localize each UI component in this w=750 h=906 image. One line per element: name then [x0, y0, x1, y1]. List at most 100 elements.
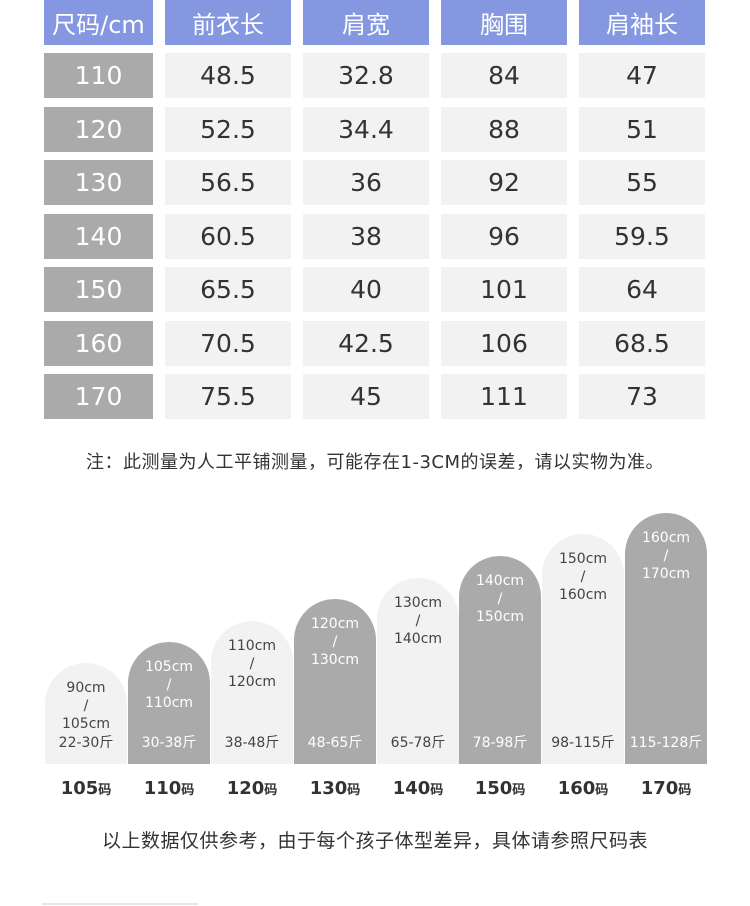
table-header-cell: 肩袖长 [579, 0, 705, 45]
table-cell: 106 [441, 320, 567, 366]
height-max-label: 110cm [144, 695, 194, 711]
height-max-label: 160cm [558, 587, 608, 603]
table-cell: 88 [441, 106, 567, 152]
height-min-label: 130cm [393, 595, 443, 611]
size-cell: 110 [44, 53, 153, 98]
height-max-label: 140cm [393, 631, 443, 647]
table-cell: 34.4 [303, 106, 429, 152]
size-code-number: 140 [392, 778, 431, 799]
table-header-cell: 前衣长 [165, 0, 291, 45]
size-code: 160码 [542, 778, 624, 799]
height-max-label: 150cm [475, 609, 525, 625]
height-separator: / [83, 698, 89, 714]
height-max-label: 170cm [641, 566, 691, 582]
height-separator: / [663, 548, 669, 564]
height-min-label: 110cm [227, 638, 277, 654]
table-cell: 51 [579, 106, 705, 152]
weight-range-label: 48-65斤 [307, 735, 363, 751]
table-cell: 47 [579, 53, 705, 98]
size-code: 110码 [128, 778, 210, 799]
height-min-label: 160cm [641, 530, 691, 546]
size-cell: 160 [44, 320, 153, 366]
table-cell: 84 [441, 53, 567, 98]
height-separator: / [166, 677, 172, 693]
table-cell: 32.8 [303, 53, 429, 98]
size-code-unit: 码 [595, 783, 609, 798]
size-bar: 90cm / 105cm 22-30斤 [45, 663, 127, 764]
size-code-unit: 码 [347, 783, 361, 798]
table-cell: 45 [303, 374, 429, 419]
height-min-label: 120cm [310, 616, 360, 632]
size-code-unit: 码 [678, 783, 692, 798]
size-code-number: 130 [309, 778, 348, 799]
size-bar: 110cm / 120cm 38-48斤 [211, 621, 293, 764]
table-cell: 36 [303, 160, 429, 205]
weight-range-label: 98-115斤 [551, 735, 615, 751]
size-bar: 150cm / 160cm 98-115斤 [542, 534, 624, 764]
size-code-number: 150 [474, 778, 513, 799]
table-cell: 96 [441, 213, 567, 259]
weight-range-label: 115-128斤 [629, 735, 703, 751]
height-separator: / [580, 569, 586, 585]
table-cell: 68.5 [579, 320, 705, 366]
size-code-number: 170 [640, 778, 679, 799]
size-code-unit: 码 [512, 783, 526, 798]
size-cell: 150 [44, 267, 153, 312]
weight-range-label: 30-38斤 [141, 735, 197, 751]
weight-range-label: 65-78斤 [390, 735, 446, 751]
size-cell: 130 [44, 160, 153, 205]
measurement-note: 注：此测量为人工平铺测量，可能存在1-3CM的误差，请以实物为准。 [86, 452, 664, 473]
height-weight-chart: 90cm/105cm 22-30斤 105cm/110cm 30-38斤 110cm/1… [0, 500, 750, 800]
table-cell: 111 [441, 374, 567, 419]
table-cell: 64 [579, 267, 705, 312]
table-cell: 42.5 [303, 320, 429, 366]
size-bar: 130cm / 140cm 65-78斤 [377, 578, 459, 764]
size-code: 170码 [625, 778, 707, 799]
table-cell: 56.5 [165, 160, 291, 205]
table-cell: 59.5 [579, 213, 705, 259]
reference-footer: 以上数据仅供参考，由于每个孩子体型差异，具体请参照尺码表 [101, 830, 648, 852]
size-bar: 160cm / 170cm 115-128斤 [625, 513, 707, 764]
size-code-unit: 码 [181, 783, 195, 798]
height-separator: / [249, 656, 255, 672]
height-min-label: 140cm [475, 573, 525, 589]
size-code: 150码 [459, 778, 541, 799]
table-cell: 38 [303, 213, 429, 259]
weight-range-label: 22-30斤 [58, 735, 114, 751]
weight-range-label: 78-98斤 [472, 735, 528, 751]
height-separator: / [332, 634, 338, 650]
size-bar: 140cm / 150cm 78-98斤 [459, 556, 541, 764]
size-code-number: 120 [226, 778, 265, 799]
size-code-unit: 码 [98, 783, 112, 798]
size-code-unit: 码 [430, 783, 444, 798]
table-cell: 101 [441, 267, 567, 312]
table-cell: 92 [441, 160, 567, 205]
table-cell: 55 [579, 160, 705, 205]
bottom-divider [42, 903, 198, 905]
size-code-number: 110 [143, 778, 182, 799]
size-bar: 105cm / 110cm 30-38斤 [128, 642, 210, 764]
size-code-number: 160 [557, 778, 596, 799]
table-cell: 40 [303, 267, 429, 312]
table-header-cell: 肩宽 [303, 0, 429, 45]
size-code-unit: 码 [264, 783, 278, 798]
table-cell: 65.5 [165, 267, 291, 312]
size-code: 105码 [45, 778, 127, 799]
size-code-row: 105码 110码 120码 130码 140码 150码 160码 170码 [0, 778, 750, 808]
size-cell: 170 [44, 374, 153, 419]
size-cell: 120 [44, 106, 153, 152]
table-cell: 52.5 [165, 106, 291, 152]
table-cell: 70.5 [165, 320, 291, 366]
table-cell: 73 [579, 374, 705, 419]
height-max-label: 130cm [310, 652, 360, 668]
height-separator: / [497, 591, 503, 607]
table-header-cell: 尺码/cm [44, 0, 153, 45]
height-min-label: 150cm [558, 551, 608, 567]
table-cell: 75.5 [165, 374, 291, 419]
height-max-label: 105cm [61, 716, 111, 732]
height-separator: / [415, 613, 421, 629]
size-code: 140码 [377, 778, 459, 799]
size-code-number: 105 [60, 778, 99, 799]
weight-range-label: 38-48斤 [224, 735, 280, 751]
table-header-cell: 胸围 [441, 0, 567, 45]
